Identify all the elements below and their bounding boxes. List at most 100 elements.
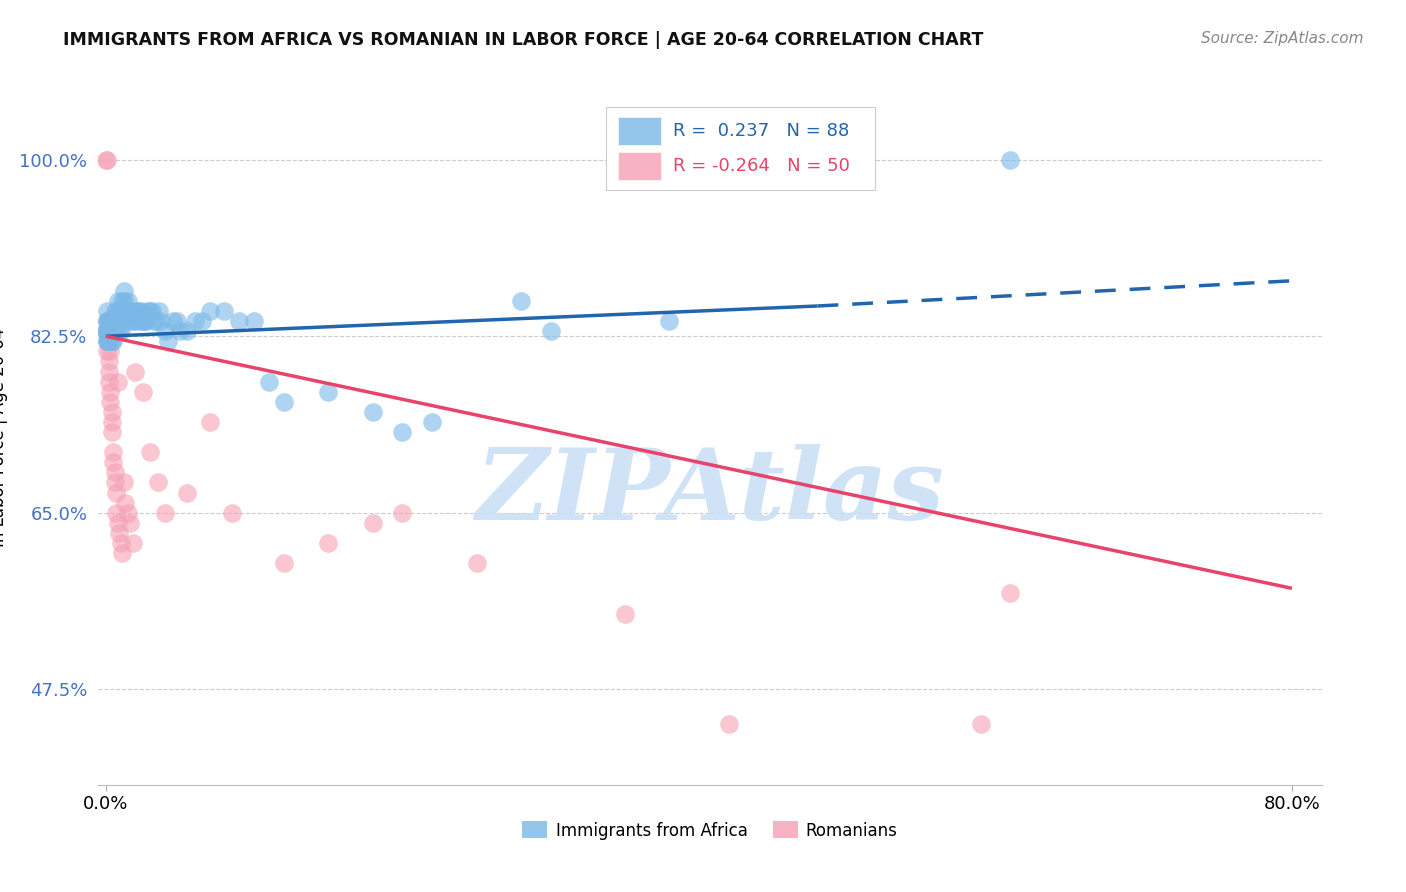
Point xyxy=(97,334,120,349)
Point xyxy=(117,304,139,318)
Point xyxy=(105,324,128,338)
Point xyxy=(228,314,250,328)
Point xyxy=(118,304,141,318)
Point xyxy=(166,314,188,328)
Point xyxy=(149,314,172,328)
Point xyxy=(98,344,121,359)
Point xyxy=(96,334,118,349)
Point xyxy=(112,293,135,308)
Point xyxy=(316,536,339,550)
Point xyxy=(316,384,339,399)
Point xyxy=(1000,153,1022,167)
Point xyxy=(94,324,117,338)
Point xyxy=(103,314,125,328)
Point xyxy=(122,314,145,328)
Point xyxy=(125,304,148,318)
Point xyxy=(104,304,127,318)
Point xyxy=(103,455,125,469)
Point xyxy=(97,334,120,349)
Point xyxy=(148,304,170,318)
Text: IMMIGRANTS FROM AFRICA VS ROMANIAN IN LABOR FORCE | AGE 20-64 CORRELATION CHART: IMMIGRANTS FROM AFRICA VS ROMANIAN IN LA… xyxy=(63,31,984,49)
Point xyxy=(145,314,167,328)
Point xyxy=(391,506,413,520)
FancyBboxPatch shape xyxy=(606,106,875,190)
Point xyxy=(107,516,129,530)
Point xyxy=(105,506,128,520)
Point xyxy=(142,314,165,328)
Point xyxy=(98,314,121,328)
Point xyxy=(107,314,129,328)
Text: R =  0.237   N = 88: R = 0.237 N = 88 xyxy=(673,122,849,140)
Point xyxy=(98,334,121,349)
Point xyxy=(169,324,191,338)
Point xyxy=(176,324,198,338)
Point xyxy=(111,293,134,308)
Point xyxy=(361,516,384,530)
Point xyxy=(104,466,127,480)
Point xyxy=(98,394,121,409)
Point xyxy=(98,384,121,399)
Point xyxy=(100,324,122,338)
Point xyxy=(98,324,121,338)
Point xyxy=(465,556,488,570)
Point xyxy=(97,314,120,328)
Point xyxy=(118,516,141,530)
Point xyxy=(658,314,681,328)
Point xyxy=(153,506,176,520)
Point xyxy=(111,304,134,318)
Point xyxy=(96,334,118,349)
Point xyxy=(198,304,221,318)
Point xyxy=(97,365,120,379)
Text: ZIPAtlas: ZIPAtlas xyxy=(475,444,945,541)
Point xyxy=(96,304,118,318)
Point xyxy=(97,375,120,389)
Point xyxy=(103,334,125,349)
Point xyxy=(96,314,118,328)
Point xyxy=(157,334,180,349)
Text: R = -0.264   N = 50: R = -0.264 N = 50 xyxy=(673,157,851,175)
Point xyxy=(94,153,117,167)
Point xyxy=(124,365,146,379)
Point xyxy=(97,314,120,328)
Point xyxy=(114,314,136,328)
Point xyxy=(114,304,136,318)
Point xyxy=(134,314,156,328)
Point xyxy=(136,304,159,318)
Point xyxy=(257,375,280,389)
Point xyxy=(100,425,122,439)
Point xyxy=(124,314,146,328)
Point xyxy=(108,304,131,318)
Y-axis label: In Labor Force | Age 20-64: In Labor Force | Age 20-64 xyxy=(0,327,8,547)
Point xyxy=(100,314,122,328)
Point xyxy=(105,485,128,500)
Point xyxy=(191,314,214,328)
Point xyxy=(121,536,143,550)
Point xyxy=(103,324,125,338)
Point xyxy=(146,475,169,490)
Point xyxy=(107,375,129,389)
Point xyxy=(110,324,132,338)
Point xyxy=(103,445,125,459)
Text: Source: ZipAtlas.com: Source: ZipAtlas.com xyxy=(1201,31,1364,46)
Point xyxy=(100,334,122,349)
Point xyxy=(111,546,134,560)
Point xyxy=(391,425,413,439)
Point xyxy=(103,324,125,338)
Point xyxy=(96,314,118,328)
Point xyxy=(176,485,198,500)
Point xyxy=(96,344,118,359)
Point xyxy=(221,506,243,520)
Point xyxy=(108,324,131,338)
Point xyxy=(98,314,121,328)
Point xyxy=(141,304,163,318)
Bar xyxy=(619,117,661,145)
Point xyxy=(96,324,118,338)
Point xyxy=(104,475,127,490)
Point xyxy=(132,384,155,399)
Point xyxy=(132,314,155,328)
Point xyxy=(97,324,120,338)
Point xyxy=(112,475,135,490)
Point xyxy=(120,314,142,328)
Point xyxy=(96,314,118,328)
Point xyxy=(135,314,157,328)
